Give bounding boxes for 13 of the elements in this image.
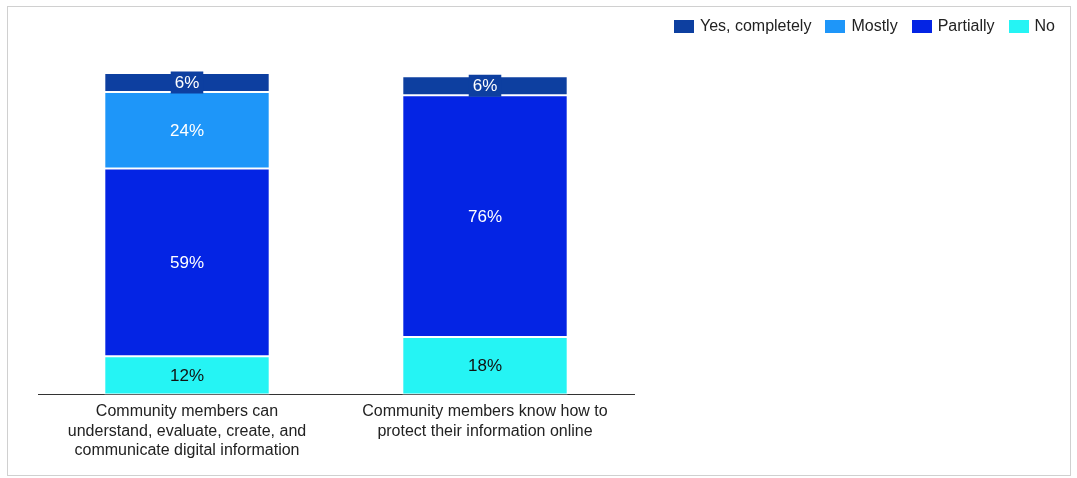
data-label: 6% (174, 73, 200, 93)
legend-label: No (1034, 17, 1055, 35)
data-label: 18% (467, 356, 503, 376)
legend-label: Yes, completely (699, 17, 812, 35)
data-label: 24% (169, 120, 205, 140)
data-label: 6% (472, 76, 498, 96)
data-label: 76% (467, 206, 503, 226)
x-tick-label: Community members know how to protect their information online (362, 402, 608, 439)
data-label: 12% (169, 365, 205, 385)
data-label: 59% (169, 253, 205, 273)
legend-label: Partially (937, 17, 995, 35)
legend-label: Mostly (851, 17, 898, 35)
x-tick-label: Community members can understand, evaluate, create, and communicate digital information (67, 402, 307, 458)
